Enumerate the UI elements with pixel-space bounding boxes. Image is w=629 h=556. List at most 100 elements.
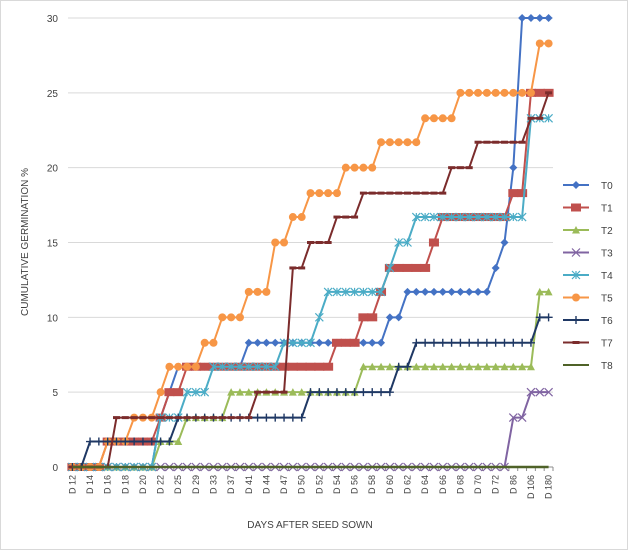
- data-point: [350, 388, 359, 397]
- legend-label: T8: [601, 361, 613, 372]
- data-point: [359, 362, 368, 371]
- data-point: [447, 114, 456, 123]
- data-point: [482, 212, 492, 222]
- data-point: [394, 313, 403, 322]
- data-point: [112, 437, 121, 446]
- x-tick-label: D 72: [491, 475, 501, 494]
- data-point: [474, 287, 483, 296]
- data-point: [377, 338, 386, 347]
- data-point: [438, 287, 447, 296]
- data-point: [403, 238, 412, 247]
- x-tick-label: D 66: [438, 475, 448, 494]
- data-point: [394, 138, 403, 147]
- data-point: [253, 338, 262, 347]
- data-point: [464, 212, 474, 222]
- data-point: [517, 413, 527, 423]
- data-point: [200, 387, 210, 397]
- y-tick-label: 30: [47, 14, 59, 25]
- data-point: [429, 362, 438, 371]
- data-point: [456, 287, 465, 296]
- data-point: [465, 287, 474, 296]
- data-point: [165, 437, 174, 446]
- data-point: [535, 287, 544, 296]
- data-point: [218, 313, 227, 322]
- y-tick-label: 0: [52, 463, 58, 474]
- y-axis-label: CUMULATIVE GERMINATION %: [20, 168, 31, 316]
- data-point: [209, 338, 218, 347]
- data-point: [324, 388, 333, 397]
- legend-label: T2: [601, 226, 613, 237]
- data-point: [288, 388, 297, 396]
- x-tick-label: D 54: [332, 475, 342, 494]
- data-point: [368, 163, 377, 172]
- data-point: [324, 338, 333, 347]
- data-point: [86, 437, 95, 446]
- data-point: [385, 362, 394, 371]
- data-point: [103, 437, 112, 446]
- data-point: [571, 248, 581, 257]
- data-point: [491, 362, 500, 371]
- data-point: [376, 287, 386, 297]
- data-point: [377, 388, 386, 397]
- x-tick-label: D 56: [350, 475, 360, 494]
- legend-label: T7: [601, 339, 613, 350]
- data-point: [411, 263, 422, 272]
- data-point: [280, 413, 289, 422]
- data-point: [244, 362, 254, 372]
- data-point: [244, 338, 253, 347]
- data-point: [403, 138, 412, 147]
- y-tick-label: 25: [47, 89, 59, 100]
- data-point: [412, 362, 421, 371]
- data-point: [518, 88, 527, 97]
- data-point: [420, 263, 431, 272]
- data-point: [280, 238, 289, 247]
- legend-entry-t4: T4: [563, 270, 613, 282]
- data-point: [544, 39, 553, 48]
- series-t6: [68, 313, 553, 471]
- data-point: [235, 362, 245, 372]
- data-point: [340, 338, 351, 347]
- x-tick-label: D 47: [279, 475, 289, 494]
- data-point: [526, 338, 535, 347]
- data-point: [544, 387, 554, 397]
- x-tick-label: D 60: [385, 475, 395, 494]
- data-point: [324, 189, 333, 198]
- data-point: [368, 388, 377, 397]
- data-point: [421, 287, 430, 296]
- legend-entry-t6: T6: [563, 316, 613, 327]
- data-point: [482, 287, 491, 296]
- data-point: [429, 287, 438, 296]
- data-point: [491, 212, 501, 222]
- series-t1: [67, 88, 554, 471]
- data-point: [544, 113, 554, 123]
- data-point: [509, 88, 518, 97]
- data-point: [412, 338, 421, 347]
- data-point: [429, 338, 438, 347]
- data-point: [332, 388, 341, 397]
- data-point: [403, 362, 412, 371]
- data-point: [438, 114, 447, 123]
- series-line: [72, 92, 550, 468]
- data-point: [500, 212, 509, 222]
- data-point: [217, 362, 227, 372]
- data-point: [359, 163, 368, 172]
- data-point: [350, 163, 359, 172]
- x-tick-label: D 44: [261, 475, 271, 494]
- data-point: [226, 362, 236, 372]
- data-point: [377, 138, 386, 147]
- data-point: [500, 88, 509, 97]
- data-point: [473, 212, 483, 222]
- data-point: [314, 362, 325, 371]
- data-point: [209, 362, 218, 372]
- data-point: [297, 388, 306, 396]
- data-point: [456, 362, 465, 371]
- x-tick-label: D 29: [191, 475, 201, 494]
- data-point: [94, 437, 103, 446]
- data-point: [227, 313, 236, 322]
- data-point: [130, 437, 139, 446]
- data-point: [156, 437, 165, 446]
- data-point: [420, 212, 430, 222]
- data-point: [200, 338, 209, 347]
- data-point: [526, 387, 536, 397]
